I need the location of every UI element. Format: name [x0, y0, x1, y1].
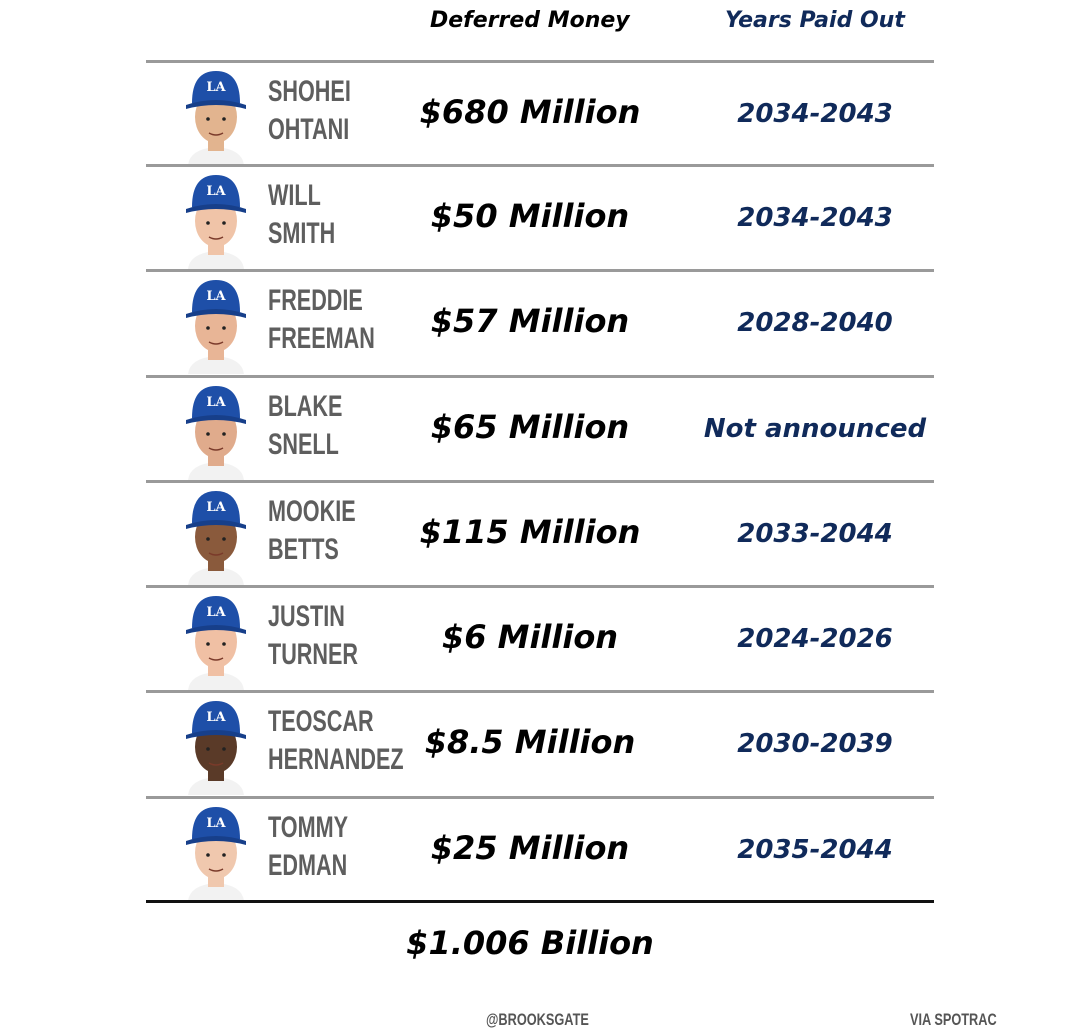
years-paid-out-value: 2033-2044: [737, 519, 893, 549]
player-name: BLAKE SNELL: [268, 390, 343, 461]
player-name: SHOHEI OHTANI: [268, 75, 351, 146]
deferred-money-value: $8.5 Million: [424, 723, 636, 761]
svg-text:LA: LA: [206, 289, 226, 304]
svg-text:LA: LA: [206, 184, 226, 199]
years-paid-out-value: 2035-2044: [737, 835, 893, 865]
row-divider: [146, 796, 934, 799]
deferred-money-value: $115 Million: [419, 513, 641, 551]
table-row: LA TOMMY EDMAN $25 Million 2035-2044: [146, 799, 934, 903]
player-name: TOMMY EDMAN: [268, 811, 348, 882]
total-divider: [146, 900, 934, 903]
years-paid-out-value: Not announced: [703, 414, 927, 444]
deferred-money-value: $680 Million: [419, 93, 641, 131]
footer-handle: @BROOKSGATE: [486, 1010, 589, 1029]
player-headshot-icon: LA: [186, 491, 246, 585]
svg-text:LA: LA: [206, 80, 226, 95]
footer-source: VIA SPOTRAC: [910, 1010, 997, 1029]
player-headshot-icon: LA: [186, 175, 246, 269]
svg-text:LA: LA: [206, 500, 226, 515]
player-headshot-icon: LA: [186, 807, 246, 901]
deferred-money-value: $65 Million: [430, 408, 630, 446]
deferred-money-value: $57 Million: [430, 302, 630, 340]
years-paid-out-value: 2028-2040: [737, 308, 893, 338]
svg-text:LA: LA: [206, 605, 226, 620]
svg-text:LA: LA: [206, 710, 226, 725]
player-name: FREDDIE FREEMAN: [268, 284, 375, 355]
player-headshot-icon: LA: [186, 701, 246, 795]
header-years-paid-out: Years Paid Out: [725, 8, 905, 33]
player-name: WILL SMITH: [268, 179, 336, 250]
table-row: LA BLAKE SNELL $65 Million Not announced: [146, 378, 934, 482]
row-divider: [146, 690, 934, 693]
row-divider: [146, 164, 934, 167]
svg-text:LA: LA: [206, 816, 226, 831]
player-headshot-icon: LA: [186, 280, 246, 374]
table-row: LA WILL SMITH $50 Million 2034-2043: [146, 167, 934, 271]
player-headshot-icon: LA: [186, 71, 246, 165]
player-headshot-icon: LA: [186, 386, 246, 480]
deferred-money-value: $25 Million: [430, 829, 630, 867]
years-paid-out-value: 2024-2026: [737, 624, 893, 654]
deferred-money-value: $6 Million: [441, 618, 619, 656]
row-divider: [146, 585, 934, 588]
player-name: MOOKIE BETTS: [268, 495, 356, 566]
table-row: LA TEOSCAR HERNANDEZ $8.5 Million 2030-20…: [146, 693, 934, 797]
svg-text:LA: LA: [206, 395, 226, 410]
years-paid-out-value: 2034-2043: [737, 99, 893, 129]
row-divider: [146, 269, 934, 272]
row-divider: [146, 60, 934, 63]
row-divider: [146, 480, 934, 483]
table-row: LA MOOKIE BETTS $115 Million 2033-2044: [146, 483, 934, 587]
table-row: LA JUSTIN TURNER $6 Million 2024-2026: [146, 588, 934, 692]
header-deferred-money: Deferred Money: [430, 8, 630, 33]
deferred-money-value: $50 Million: [430, 197, 630, 235]
player-name: TEOSCAR HERNANDEZ: [268, 705, 404, 776]
years-paid-out-value: 2034-2043: [737, 203, 893, 233]
row-divider: [146, 375, 934, 378]
player-name: JUSTIN TURNER: [268, 600, 358, 671]
total-deferred: $1.006 Billion: [406, 924, 654, 962]
table-row: LA SHOHEI OHTANI $680 Million 2034-2043: [146, 63, 934, 167]
table-row: LA FREDDIE FREEMAN $57 Million 2028-2040: [146, 272, 934, 376]
player-headshot-icon: LA: [186, 596, 246, 690]
years-paid-out-value: 2030-2039: [737, 729, 893, 759]
